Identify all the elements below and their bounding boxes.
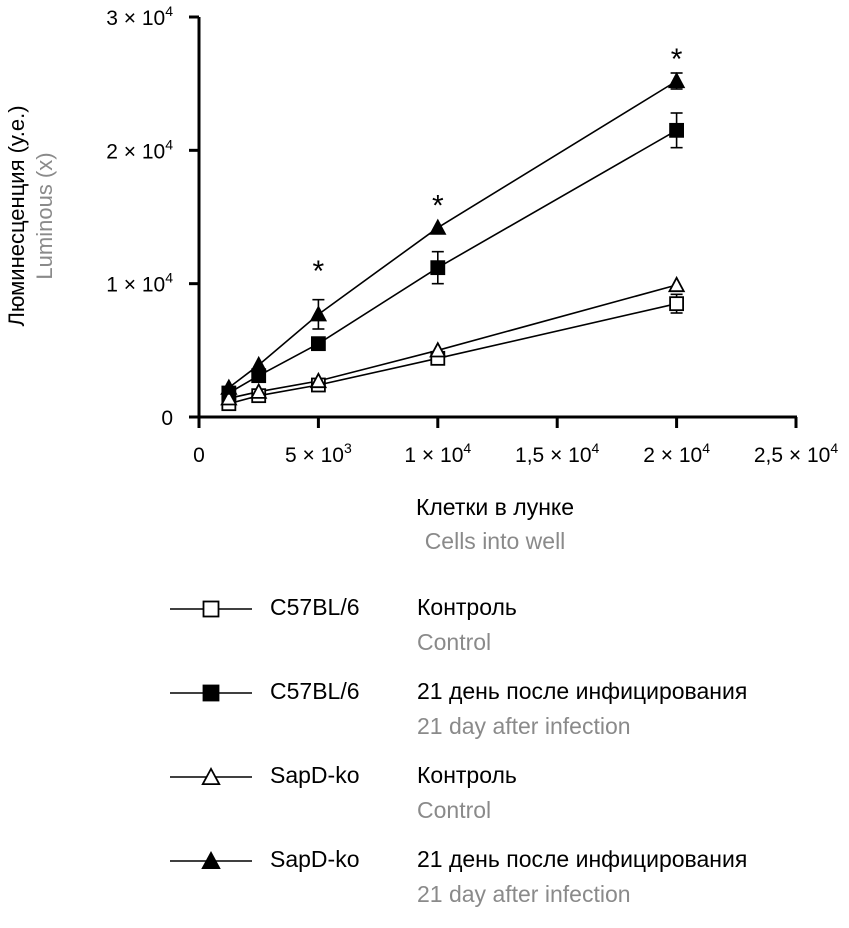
legend-condition-en: 21 day after infection: [417, 881, 631, 907]
data-point: [429, 341, 447, 358]
data-point: [202, 684, 220, 702]
y-tick-label: 1 × 104: [106, 270, 173, 297]
data-point: [250, 382, 268, 399]
legend-strain: SapD-ko: [270, 846, 360, 872]
data-point: [201, 766, 221, 786]
data-point: [667, 275, 686, 293]
legend-condition: 21 день после инфицирования: [417, 678, 748, 704]
legend-strain: SapD-ko: [270, 762, 360, 788]
y-axis-label-en: Luminous (x): [32, 152, 57, 279]
data-point: [310, 336, 326, 352]
x-tick-label: 0: [193, 444, 205, 467]
legend-condition-en: Control: [417, 629, 492, 655]
data-point: [429, 218, 447, 235]
y-tick-label: 0: [161, 407, 173, 430]
data-point: [669, 122, 684, 138]
x-axis-label: Клетки в лунке: [415, 494, 575, 520]
legend-condition-en: Control: [417, 797, 492, 823]
data-point: [201, 850, 221, 870]
data-point: [202, 600, 220, 618]
data-point: [430, 260, 446, 276]
x-tick-label: 5 × 103: [285, 440, 352, 467]
series-line: [228, 129, 677, 394]
x-tick-label: 2,5 × 104: [754, 440, 838, 467]
legend-strain: C57BL/6: [270, 678, 360, 704]
data-point: [669, 296, 684, 312]
legend-symbol-triangle-open-icon: [170, 766, 252, 786]
significance-marker: *: [313, 255, 325, 288]
x-axis-label-en: Cells into well: [424, 528, 566, 554]
legend-condition: Контроль: [417, 594, 517, 620]
significance-marker: *: [432, 190, 444, 223]
significance-marker: *: [671, 43, 683, 76]
x-tick-label: 1,5 × 104: [515, 440, 599, 467]
chart-axes: 0 1 × 104 2 × 104 3 × 104 0 5 × 103 1 × 104 1,5…: [106, 3, 838, 467]
y-axis-label: Люминесценция (у.е.): [4, 105, 29, 326]
data-point: [309, 305, 328, 322]
series-line: [228, 284, 677, 400]
legend-condition: 21 день после инфицирования: [417, 846, 748, 872]
series-line: [228, 302, 677, 405]
x-tick-label: 1 × 104: [404, 440, 471, 467]
legend-symbol-square-open-icon: [170, 600, 252, 618]
legend-condition-en: 21 day after infection: [417, 713, 631, 739]
legend-symbol-square-filled-icon: [170, 684, 252, 702]
data-point: [250, 355, 268, 373]
y-tick-label: 3 × 104: [106, 3, 173, 30]
legend-condition: Контроль: [417, 762, 517, 788]
data-point: [667, 71, 686, 89]
legend-strain: C57BL/6: [270, 594, 360, 620]
legend-symbol-triangle-filled-icon: [170, 850, 252, 870]
data-point: [309, 371, 328, 389]
chart-plot-area: * * *: [220, 43, 686, 412]
y-tick-label: 2 × 104: [106, 136, 173, 163]
series-line: [228, 80, 678, 389]
x-tick-label: 2 × 104: [643, 440, 710, 467]
data-point: [220, 378, 238, 395]
data-point: [220, 389, 238, 406]
